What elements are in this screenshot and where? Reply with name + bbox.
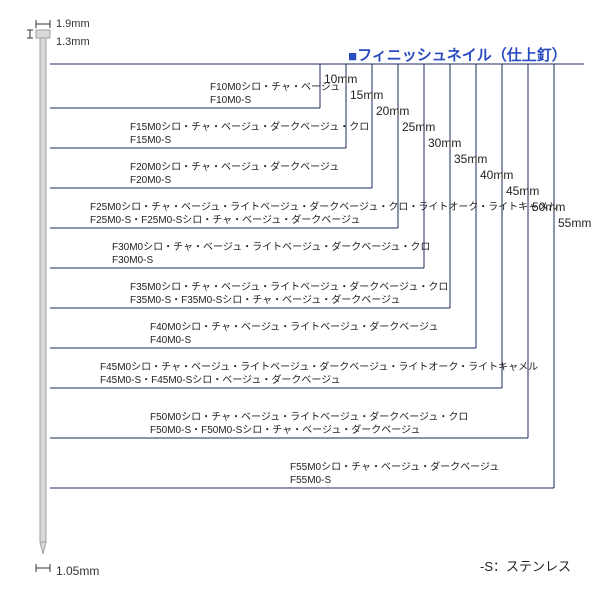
spec-line1: F10M0シロ・チャ・ベージュ <box>210 82 340 95</box>
spec-row: F40M0シロ・チャ・ベージュ・ライトベージュ・ダークベージュF40M0-S <box>150 322 438 347</box>
footnote-stainless: -S：ステンレス <box>480 556 571 575</box>
spec-line1: F35M0シロ・チャ・ベージュ・ライトベージュ・ダークベージュ・クロ <box>130 282 448 295</box>
spec-row: F55M0シロ・チャ・ベージュ・ダークベージュF55M0-S <box>290 462 499 487</box>
spec-line2: F40M0-S <box>150 335 438 348</box>
spec-line1: F30M0シロ・チャ・ベージュ・ライトベージュ・ダークベージュ・クロ <box>112 242 430 255</box>
spec-line2: F45M0-S・F45M0-Sシロ・ベージュ・ダークベージュ <box>100 375 538 388</box>
length-label: 55mm <box>558 216 591 230</box>
spec-line2: F20M0-S <box>130 175 339 188</box>
spec-row: F20M0シロ・チャ・ベージュ・ダークベージュF20M0-S <box>130 162 339 187</box>
spec-line1: F15M0シロ・チャ・ベージュ・ダークベージュ・クロ <box>130 122 369 135</box>
spec-line1: F40M0シロ・チャ・ベージュ・ライトベージュ・ダークベージュ <box>150 322 438 335</box>
spec-row: F45M0シロ・チャ・ベージュ・ライトベージュ・ダークベージュ・ライトオーク・ラ… <box>100 362 538 387</box>
dim-shaft-width: 1.05mm <box>56 564 99 578</box>
spec-row: F25M0シロ・チャ・ベージュ・ライトベージュ・ダークベージュ・クロ・ライトオー… <box>90 202 558 227</box>
spec-row: F15M0シロ・チャ・ベージュ・ダークベージュ・クロF15M0-S <box>130 122 369 147</box>
spec-line2: F30M0-S <box>112 255 430 268</box>
length-label: 20mm <box>376 104 409 118</box>
spec-row: F30M0シロ・チャ・ベージュ・ライトベージュ・ダークベージュ・クロF30M0-… <box>112 242 430 267</box>
spec-line1: F55M0シロ・チャ・ベージュ・ダークベージュ <box>290 462 499 475</box>
spec-line2: F35M0-S・F35M0-Sシロ・チャ・ベージュ・ダークベージュ <box>130 295 448 308</box>
spec-line1: F50M0シロ・チャ・ベージュ・ライトベージュ・ダークベージュ・クロ <box>150 412 468 425</box>
spec-row: F50M0シロ・チャ・ベージュ・ライトベージュ・ダークベージュ・クロF50M0-… <box>150 412 468 437</box>
spec-line2: F15M0-S <box>130 135 369 148</box>
title-text: フィニッシュネイル（仕上釘） <box>357 47 567 64</box>
spec-line2: F25M0-S・F25M0-Sシロ・チャ・ベージュ・ダークベージュ <box>90 215 558 228</box>
spec-line2: F10M0-S <box>210 95 340 108</box>
spec-line1: F45M0シロ・チャ・ベージュ・ライトベージュ・ダークベージュ・ライトオーク・ラ… <box>100 362 538 375</box>
spec-line1: F20M0シロ・チャ・ベージュ・ダークベージュ <box>130 162 339 175</box>
spec-row: F10M0シロ・チャ・ベージュF10M0-S <box>210 82 340 107</box>
spec-line2: F55M0-S <box>290 475 499 488</box>
length-label: 25mm <box>402 120 435 134</box>
spec-line2: F50M0-S・F50M0-Sシロ・チャ・ベージュ・ダークベージュ <box>150 425 468 438</box>
dim-head-height: 1.3mm <box>56 36 90 48</box>
length-label: 30mm <box>428 136 461 150</box>
title-square-icon: ■ <box>348 48 357 65</box>
length-label: 45mm <box>506 184 539 198</box>
dim-head-width: 1.9mm <box>56 18 90 30</box>
length-label: 15mm <box>350 88 383 102</box>
diagram-title: ■フィニッシュネイル（仕上釘） <box>348 44 567 65</box>
spec-row: F35M0シロ・チャ・ベージュ・ライトベージュ・ダークベージュ・クロF35M0-… <box>130 282 448 307</box>
length-label: 35mm <box>454 152 487 166</box>
spec-line1: F25M0シロ・チャ・ベージュ・ライトベージュ・ダークベージュ・クロ・ライトオー… <box>90 202 558 215</box>
length-label: 40mm <box>480 168 513 182</box>
